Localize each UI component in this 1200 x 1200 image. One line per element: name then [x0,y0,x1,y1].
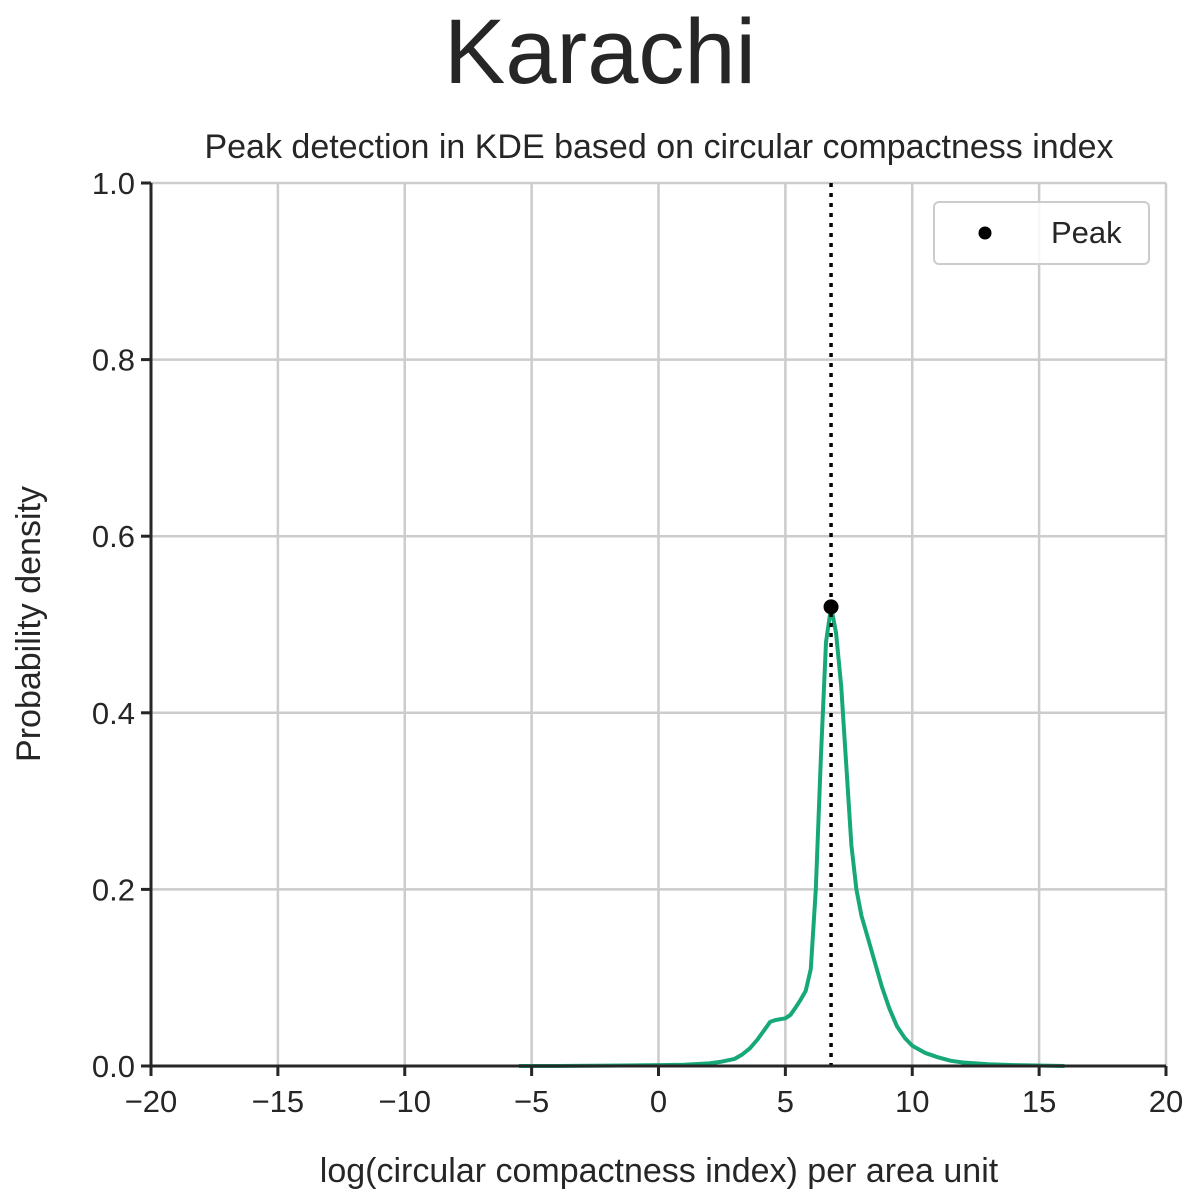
tick-labels: −20 −15 −10 −5 0 5 10 15 20 0.0 0.2 0.4 0.6 0.8 1.0 [92,166,1183,1119]
x-tick-label: 5 [777,1084,794,1119]
y-tick-label: 0.0 [92,1049,135,1084]
x-tick-label: −10 [378,1084,431,1119]
y-tick-label: 0.4 [92,696,135,731]
x-tick-label: 0 [650,1084,667,1119]
y-axis-label: Probability density [10,486,48,762]
y-tick-label: 1.0 [92,166,135,201]
y-tick-label: 0.8 [92,343,135,378]
plot-area [518,183,1065,1068]
x-tick-label: −15 [252,1084,305,1119]
x-axis-label: log(circular compactness index) per area… [320,1152,999,1190]
x-tick-label: −20 [125,1084,178,1119]
kde-line [518,604,1065,1068]
legend-peak-marker [978,226,992,240]
peak-marker [823,599,839,615]
chart-title: Peak detection in KDE based on circular … [204,128,1113,166]
y-tick-label: 0.6 [92,519,135,554]
axes [141,181,1168,1076]
legend: Peak [933,201,1150,265]
chart-suptitle: Karachi [444,1,756,103]
legend-peak-label: Peak [1051,215,1122,250]
x-tick-label: 15 [1022,1084,1056,1119]
grid [149,181,1168,1068]
legend-box [933,201,1150,265]
y-tick-label: 0.2 [92,872,135,907]
x-tick-label: 20 [1149,1084,1183,1119]
x-tick-label: 10 [895,1084,929,1119]
x-tick-label: −5 [514,1084,549,1119]
